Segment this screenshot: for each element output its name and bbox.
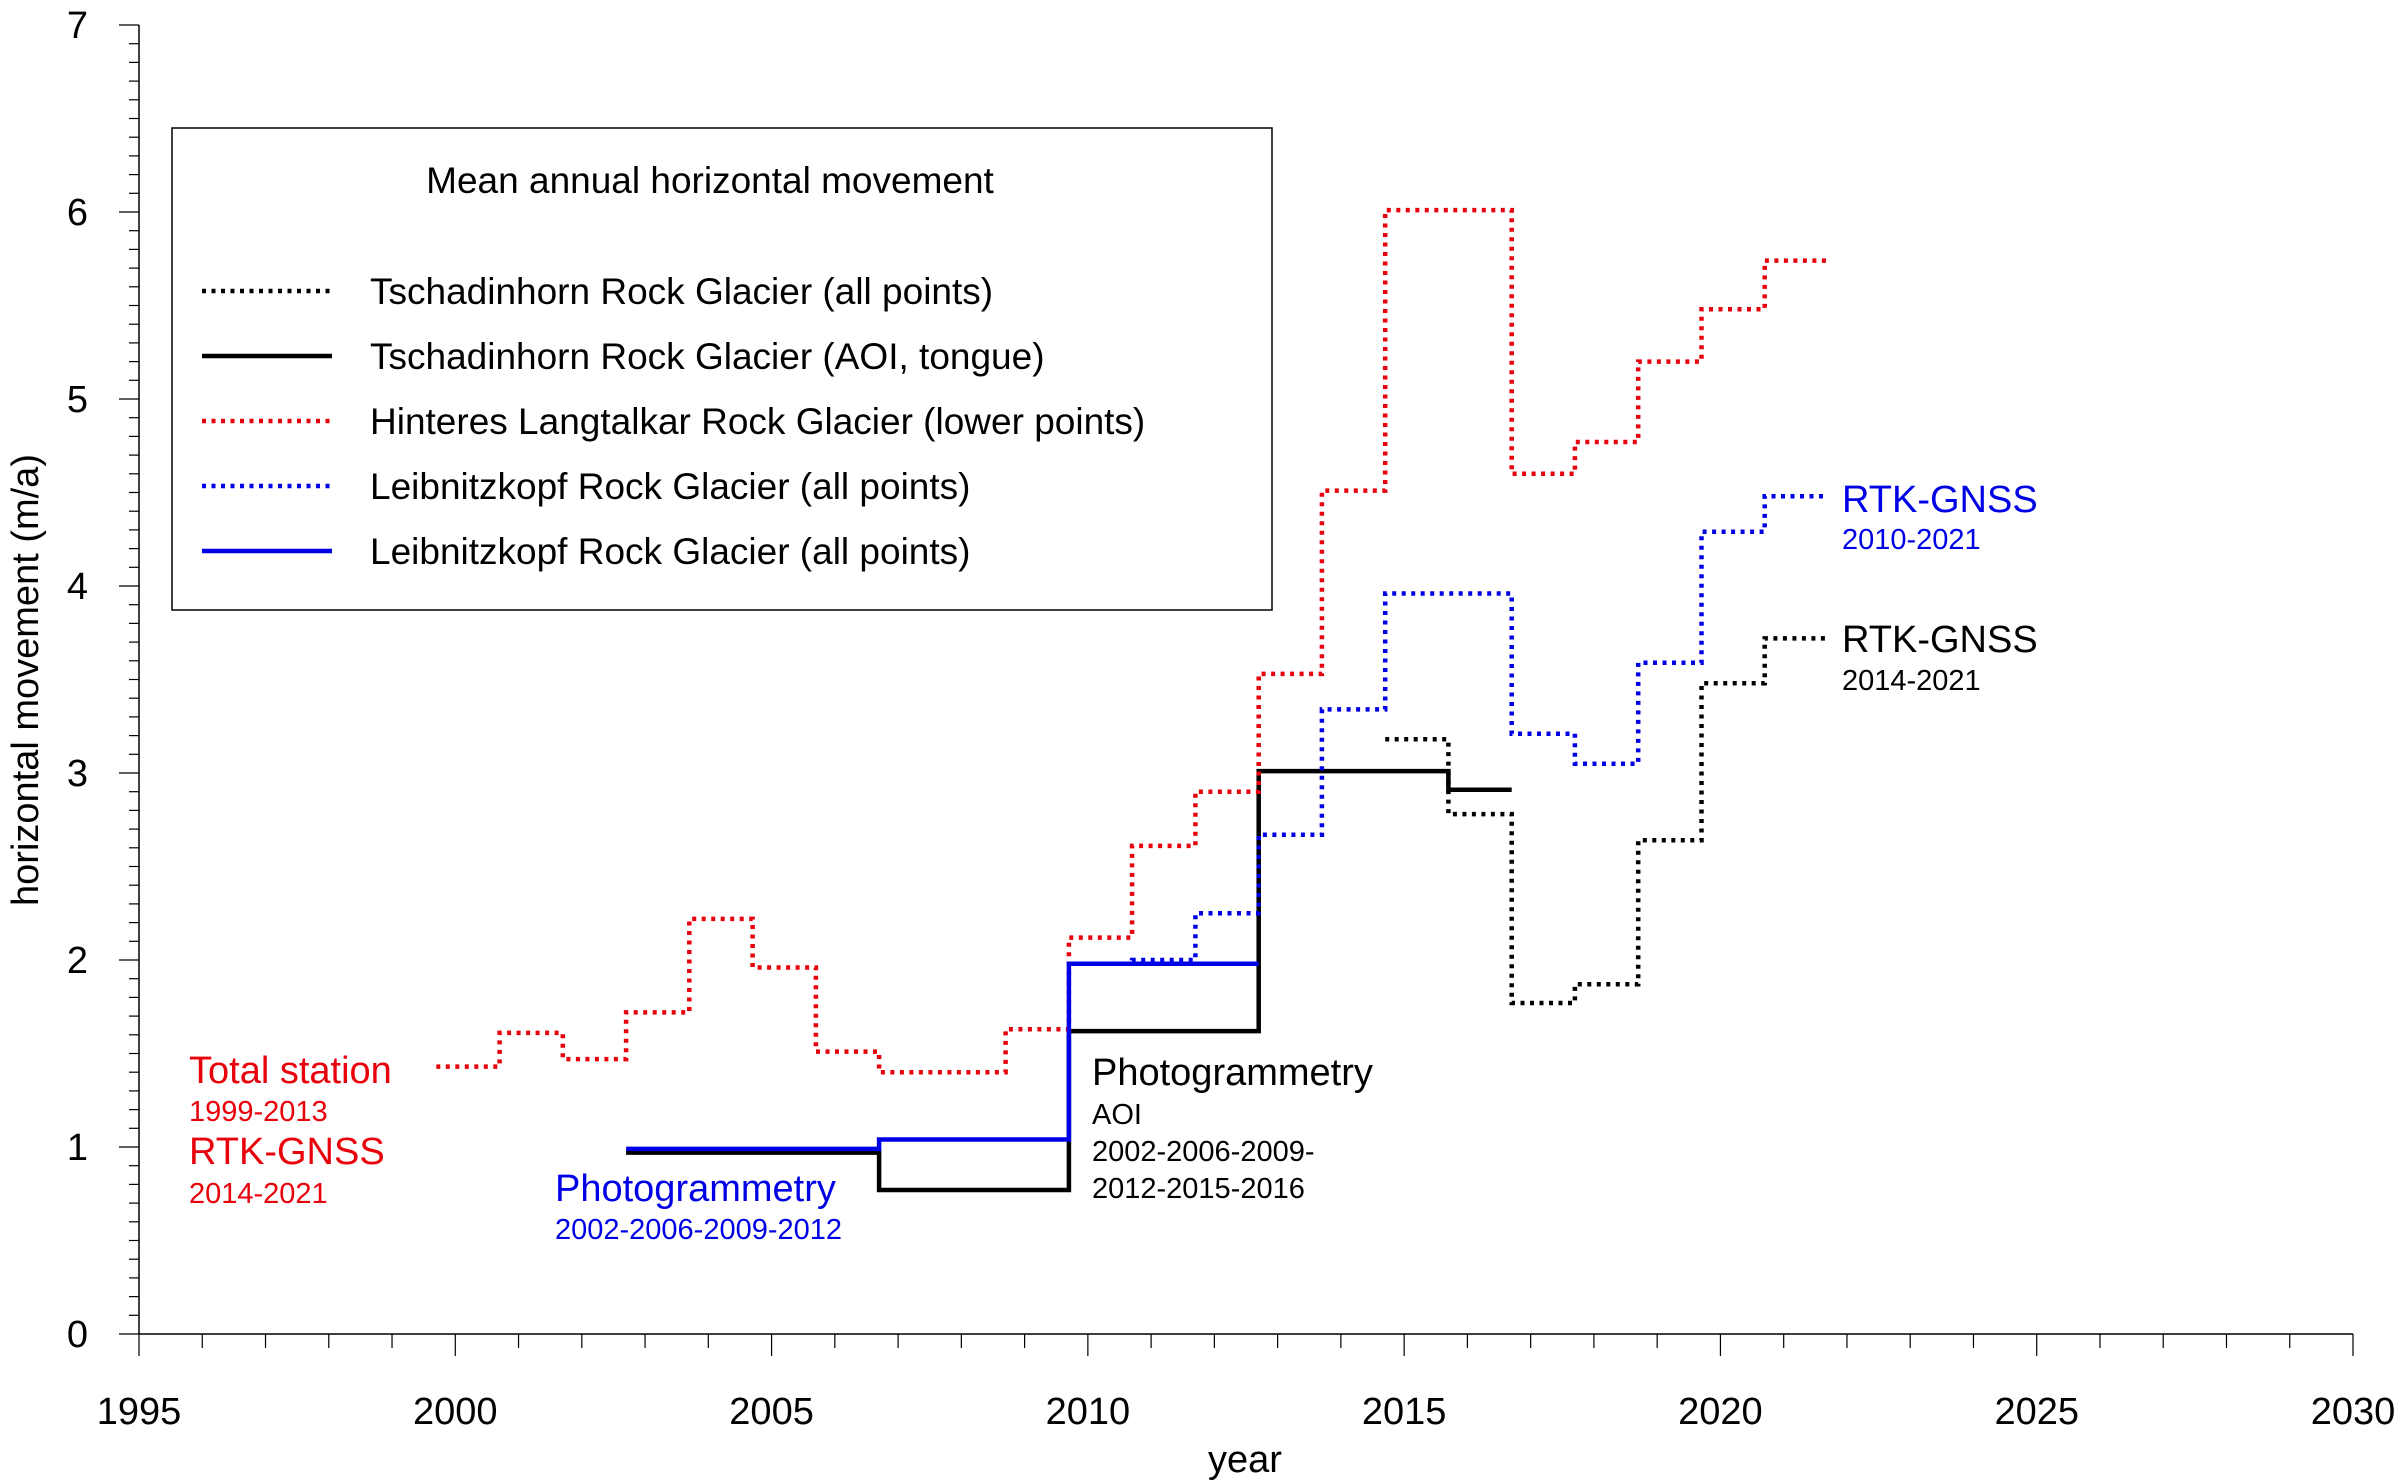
legend: Mean annual horizontal movement Tschadin… — [171, 127, 1273, 611]
x-tick-label: 2000 — [413, 1391, 498, 1433]
series-line-2 — [626, 768, 1512, 1193]
y-tick-label: 5 — [67, 379, 88, 421]
x-tick-label: 2020 — [1678, 1391, 1763, 1433]
axis-ticks — [119, 24, 2354, 1356]
x-axis-title: year — [1208, 1439, 1282, 1481]
x-tick-label: 1995 — [97, 1391, 182, 1433]
annotation-label: AOI — [1092, 1099, 1142, 1131]
legend-label: Leibnitzkopf Rock Glacier (all points) — [370, 531, 970, 572]
annotation-label: RTK-GNSS — [189, 1131, 385, 1173]
legend-box — [171, 127, 1273, 611]
annotation-label: 2010-2021 — [1842, 524, 1981, 556]
legend-label: Hinteres Langtalkar Rock Glacier (lower … — [370, 401, 1145, 442]
x-tick-label: 2025 — [1994, 1391, 2079, 1433]
x-tick-label: 2015 — [1362, 1391, 1447, 1433]
annotation-label: Photogrammetry — [555, 1168, 836, 1210]
legend-title: Mean annual horizontal movement — [426, 160, 994, 201]
y-tick-label: 0 — [67, 1314, 88, 1356]
series-line-3 — [436, 207, 1828, 1075]
annotation-label: 2002-2006-2009- — [1092, 1136, 1315, 1168]
annotation-label: 2012-2015-2016 — [1092, 1173, 1305, 1205]
x-tick-label: 2005 — [729, 1391, 814, 1433]
y-tick-label: 3 — [67, 753, 88, 795]
y-tick-label: 7 — [67, 5, 88, 47]
y-tick-label: 4 — [67, 566, 88, 608]
legend-items: Tschadinhorn Rock Glacier (all points) Ts… — [202, 271, 1145, 572]
legend-label: Tschadinhorn Rock Glacier (all points) — [370, 271, 993, 312]
annotation-label: 2014-2021 — [189, 1178, 328, 1210]
y-tick-label: 1 — [67, 1127, 88, 1169]
y-tick-label: 2 — [67, 940, 88, 982]
annotation-label: 2014-2021 — [1842, 665, 1981, 697]
series-line-5 — [626, 961, 1259, 1152]
x-tick-label: 2030 — [2311, 1391, 2396, 1433]
annotation-label: 1999-2013 — [189, 1096, 328, 1128]
y-tick-labels: 0 1 2 3 4 5 6 7 — [67, 5, 88, 1356]
axes — [138, 25, 2353, 1335]
annotation-label: RTK-GNSS — [1842, 479, 2038, 521]
legend-label: Tschadinhorn Rock Glacier (AOI, tongue) — [370, 336, 1045, 377]
x-tick-label: 2010 — [1046, 1391, 1131, 1433]
x-tick-labels: 1995 2000 2005 2010 2015 2020 2025 2030 — [97, 1391, 2396, 1433]
annotation-label: RTK-GNSS — [1842, 619, 2038, 661]
series-lines — [436, 207, 1828, 1193]
annotation-label: Photogrammetry — [1092, 1052, 1373, 1094]
series-line-1 — [1385, 636, 1828, 1006]
annotation-label: Total station — [189, 1050, 392, 1092]
series-line-4 — [1068, 493, 1828, 966]
annotation-label: 2002-2006-2009-2012 — [555, 1214, 842, 1246]
y-axis-title: horizontal movement (m/a) — [5, 454, 47, 906]
legend-label: Leibnitzkopf Rock Glacier (all points) — [370, 466, 970, 507]
y-tick-label: 6 — [67, 192, 88, 234]
